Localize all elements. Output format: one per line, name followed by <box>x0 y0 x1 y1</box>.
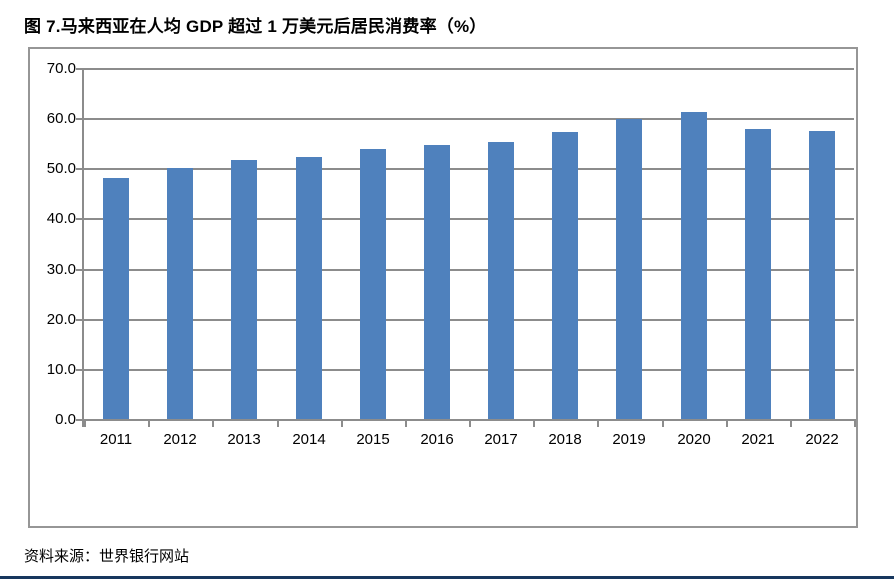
chart-frame <box>28 47 858 528</box>
bottom-divider-rule <box>0 576 894 579</box>
chart-title: 图 7.马来西亚在人均 GDP 超过 1 万美元后居民消费率（%） <box>24 17 487 36</box>
source-note: 资料来源：世界银行网站 <box>24 548 190 565</box>
